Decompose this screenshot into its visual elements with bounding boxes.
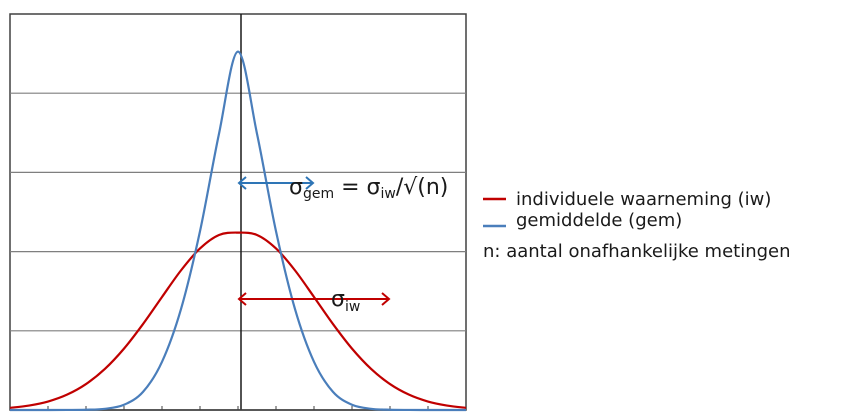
sigma-gem-arrowhead-right [305,176,315,190]
sigma-iw-arrowhead-left [237,292,247,306]
legend-label-iw: individuele waarneming (iw) [516,189,771,210]
sigma-iw-arrowhead-right [381,292,391,306]
sigma-gem-label: σgem = σiw/√(n) [289,175,448,202]
gridlines [10,92,466,332]
legend-label-gem: gemiddelde (gem) [516,210,682,231]
sigma-iw-label: σiw [331,287,360,315]
plot-area [9,13,467,411]
sigma-iw-annotation: σiw [237,287,391,315]
series-line-iw [9,231,467,409]
legend: individuele waarneming (iw) gemiddelde (… [483,189,791,262]
legend-item-iw: individuele waarneming (iw) [483,189,771,210]
sigma-gem-arrowhead-left [237,176,247,190]
sigma-gem-annotation: σgem = σiw/√(n) [237,175,448,202]
legend-item-gem: gemiddelde (gem) [483,210,682,231]
series-layer [9,50,467,412]
series-line-gem [10,50,466,412]
legend-note: n: aantal onafhankelijke metingen [483,241,791,262]
